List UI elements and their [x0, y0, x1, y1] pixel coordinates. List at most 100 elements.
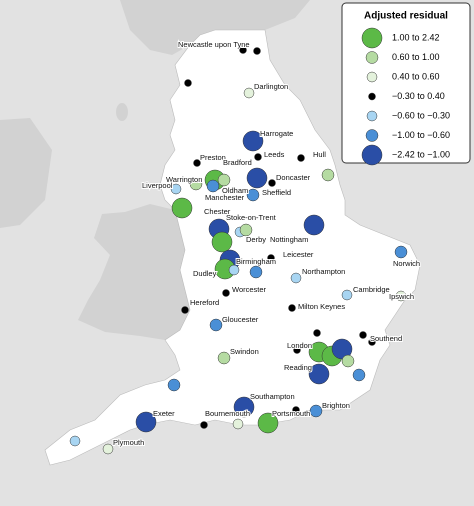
residual-marker [206, 179, 220, 193]
residual-marker [341, 289, 353, 301]
scotland [120, 0, 310, 55]
place-label: Swindon [230, 347, 259, 356]
residual-marker [246, 188, 260, 202]
residual-marker [167, 378, 181, 392]
markers [69, 46, 408, 455]
residual-marker [297, 154, 305, 162]
residual-marker [246, 167, 268, 189]
place-label: Leeds [264, 150, 285, 159]
place-label: Manchester [205, 193, 245, 202]
legend-label: −2.42 to −1.00 [392, 149, 450, 159]
residual-marker [253, 47, 261, 55]
residual-marker [303, 214, 325, 236]
legend-label: −1.00 to −0.60 [392, 130, 450, 140]
residual-marker [239, 46, 247, 54]
residual-marker [368, 338, 376, 346]
residual-marker [209, 318, 223, 332]
place-labels: Newcastle upon Tyne Darlington Harrogate Pr… [112, 39, 421, 448]
place-label: Sheffield [262, 188, 291, 197]
residual-marker [193, 159, 201, 167]
place-label: Leicester [283, 250, 314, 259]
legend-swatch [365, 51, 379, 64]
residual-marker [331, 338, 353, 360]
residual-marker [211, 231, 233, 253]
residual-marker [341, 354, 355, 368]
residual-marker [293, 346, 301, 354]
place-label: Oldham [222, 186, 248, 195]
place-label: Harrogate [260, 129, 293, 138]
residual-marker [135, 411, 157, 433]
place-label: Preston [200, 153, 226, 162]
place-label: Chester [204, 207, 231, 216]
place-label: Northampton [302, 267, 345, 276]
place-label: Gloucester [222, 315, 259, 324]
residual-marker [69, 435, 81, 447]
place-label: Hull [313, 150, 326, 159]
residual-marker [352, 368, 366, 382]
residual-marker [171, 197, 193, 219]
place-label: Newcastle upon Tyne [178, 40, 250, 49]
place-label: Exeter [153, 409, 175, 418]
legend-title: Adjusted residual [364, 11, 448, 22]
place-label: Birmingham [236, 257, 276, 266]
residual-marker [288, 304, 296, 312]
legend-swatch [365, 129, 379, 142]
legend-label: 0.60 to 1.00 [392, 52, 440, 62]
place-label: Derby [246, 235, 266, 244]
legend-swatch [361, 144, 383, 166]
residual-marker [290, 272, 302, 284]
place-label: Cambridge [353, 285, 390, 294]
ireland [0, 118, 52, 228]
residual-marker [257, 412, 279, 434]
residual-marker [292, 406, 300, 414]
residual-marker [249, 265, 263, 279]
residual-marker [233, 396, 255, 418]
place-label: Hereford [190, 298, 219, 307]
residual-marker [395, 290, 407, 302]
residual-marker [359, 331, 367, 339]
place-label: Darlington [254, 82, 288, 91]
residual-marker [267, 254, 275, 262]
residual-marker [242, 130, 264, 152]
legend-swatch [361, 27, 383, 49]
residual-marker [309, 404, 323, 418]
residual-marker [217, 351, 231, 365]
residual-marker [394, 245, 408, 259]
residual-marker [321, 168, 335, 182]
place-label: Warrington [166, 175, 202, 184]
legend-swatch [368, 92, 376, 101]
place-label: Bournemouth [205, 409, 250, 418]
legend-label: −0.60 to −0.30 [392, 110, 450, 120]
place-label: Southampton [250, 392, 295, 401]
residual-marker [232, 418, 244, 430]
place-label: Southend [370, 334, 402, 343]
residual-marker [254, 153, 262, 161]
residual-marker [189, 177, 203, 191]
place-label: Ipswich [389, 292, 414, 301]
legend-label: 1.00 to 2.42 [392, 32, 440, 42]
place-label: Stoke-on-Trent [226, 213, 277, 222]
residual-marker [200, 421, 208, 429]
residual-marker [243, 87, 255, 99]
place-label: Bradford [223, 158, 252, 167]
isle-of-man [116, 103, 128, 121]
residual-marker [268, 179, 276, 187]
legend-swatch [366, 110, 378, 122]
place-label: Doncaster [276, 173, 311, 182]
residual-marker [308, 363, 330, 385]
legend-swatch [366, 71, 378, 83]
place-label: Nottingham [270, 235, 308, 244]
place-label: Portsmouth [272, 409, 310, 418]
legend: Adjusted residual 1.00 to 2.42 0.60 to 1.… [341, 2, 471, 166]
place-label: Worcester [232, 285, 267, 294]
place-label: London [287, 341, 312, 350]
residual-marker [102, 443, 114, 455]
place-label: Milton Keynes [298, 302, 345, 311]
residual-marker [184, 79, 192, 87]
place-label: Dudley [193, 269, 217, 278]
wales [78, 204, 190, 340]
residual-marker [170, 183, 182, 195]
residual-marker [222, 289, 230, 297]
residual-marker [217, 173, 231, 187]
